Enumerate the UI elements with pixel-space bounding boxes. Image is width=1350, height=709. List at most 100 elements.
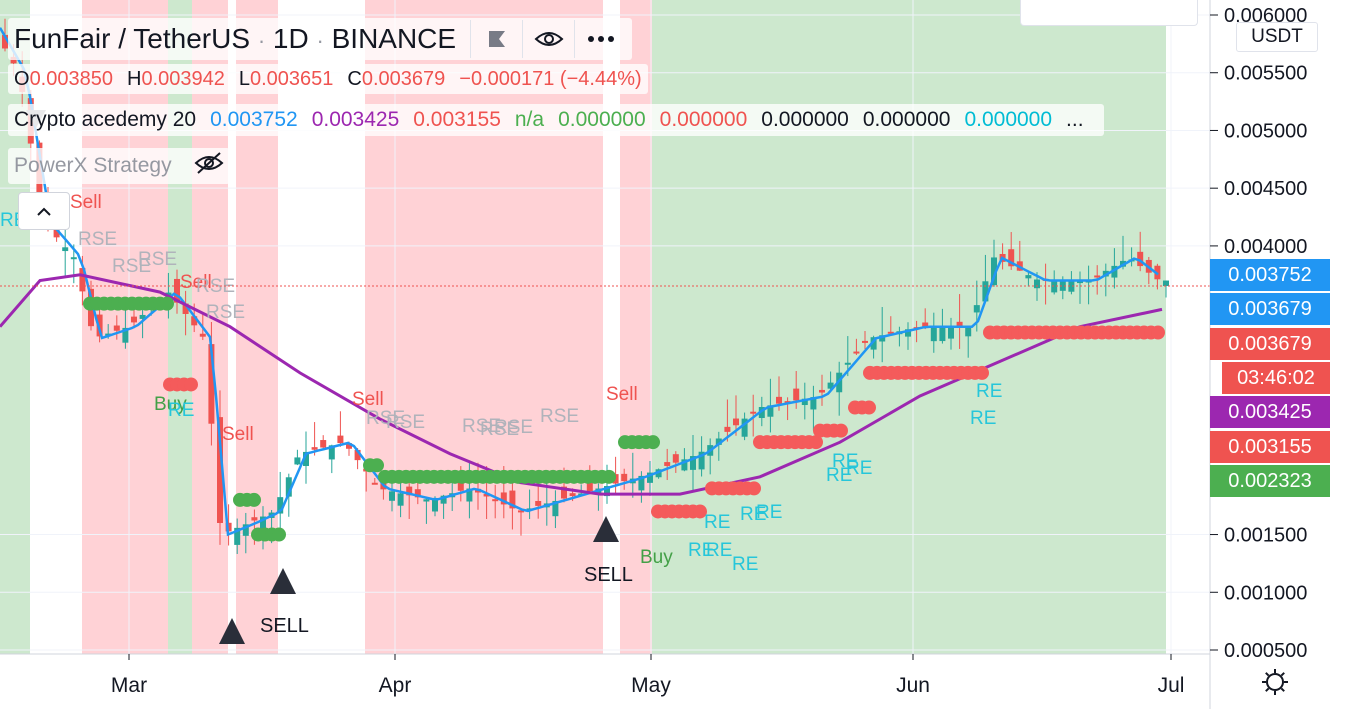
- sell-signal-label: Sell: [352, 389, 384, 410]
- strategy-legend[interactable]: PowerX Strategy: [8, 148, 230, 184]
- candle-body: [432, 498, 438, 512]
- candle-body: [1111, 265, 1118, 278]
- candle-body: [277, 497, 284, 514]
- candle-body: [939, 326, 946, 342]
- candle-body: [956, 321, 963, 327]
- rse-label: RSE: [480, 419, 519, 440]
- candle-body: [827, 382, 834, 389]
- close-value: 0.003679: [361, 67, 446, 90]
- indicator-value-2: 0.003155: [413, 108, 501, 131]
- candle-body: [234, 527, 241, 545]
- green-level-price-label: 0.002323: [1210, 465, 1330, 497]
- candle-body: [346, 443, 352, 449]
- rse-label: RSE: [366, 408, 405, 429]
- candle-body: [96, 314, 103, 337]
- high-value: 0.003942: [141, 67, 225, 90]
- collapse-legend-button[interactable]: [18, 192, 70, 230]
- candle-body: [621, 473, 628, 482]
- flag-icon[interactable]: [470, 20, 522, 58]
- candle-body: [131, 316, 137, 323]
- candle-body: [879, 335, 886, 342]
- candle-body: [862, 340, 868, 343]
- last-close-price-label: 0.003679: [1210, 293, 1330, 325]
- candle-body: [328, 445, 335, 460]
- currency-badge[interactable]: USDT: [1236, 22, 1318, 52]
- ma-purple-price-label: 0.003425: [1210, 396, 1330, 428]
- re-label: RE: [846, 458, 872, 479]
- time-tick-label: Mar: [111, 674, 147, 697]
- countdown-label: 03:46:02: [1222, 362, 1330, 394]
- candle-body: [440, 495, 447, 504]
- candle-body: [819, 389, 825, 393]
- indicator-legend[interactable]: Crypto acedemy 20 0.003752 0.003425 0.0031…: [8, 104, 1104, 136]
- candle-body: [991, 257, 997, 286]
- candle-body: [569, 493, 576, 496]
- indicator-value-7: 0.000000: [862, 108, 951, 131]
- candle-body: [793, 388, 800, 401]
- candle-body: [664, 462, 671, 466]
- rse-label: RSE: [112, 256, 151, 277]
- candle-body: [105, 333, 112, 336]
- red-stop-dot: [862, 400, 876, 415]
- green-stop-dot: [272, 527, 286, 542]
- candle-body: [801, 398, 808, 406]
- candle-body: [1025, 275, 1032, 279]
- low-label: L: [238, 67, 250, 90]
- green-stop-dot: [160, 296, 174, 311]
- sell-arrow-icon: [270, 568, 296, 594]
- rse-label: RSE: [138, 249, 177, 270]
- candle-body: [251, 517, 258, 521]
- candle-body: [973, 305, 980, 313]
- green-stop-dot: [602, 469, 616, 484]
- candle-body: [1137, 251, 1144, 267]
- re-label: RE: [732, 554, 758, 575]
- candle-body: [406, 486, 413, 496]
- candle-body: [311, 447, 318, 450]
- strategy-name[interactable]: PowerX Strategy: [14, 154, 172, 177]
- signal-zone-2: [168, 0, 192, 654]
- indicator-more[interactable]: ...: [1066, 108, 1084, 131]
- red-stop-dot: [184, 377, 198, 392]
- candle-body: [1163, 280, 1169, 287]
- rse-label: RSE: [494, 417, 533, 438]
- candle-body: [930, 326, 937, 342]
- candle-body: [724, 426, 731, 432]
- indicator-value-4: 0.000000: [558, 108, 646, 131]
- candle-body: [690, 456, 696, 470]
- candle-body: [466, 488, 473, 502]
- low-value: 0.003651: [249, 67, 334, 90]
- close-label: C: [347, 67, 362, 90]
- candle-body: [354, 449, 361, 461]
- chevron-up-icon: [37, 207, 51, 216]
- time-tick-label: Jul: [1158, 674, 1185, 697]
- signal-zone-5: [365, 0, 603, 654]
- symbol-title[interactable]: FunFair / TetherUS · 1D · BINANCE: [14, 23, 457, 54]
- more-options-icon[interactable]: [574, 20, 626, 58]
- candle-body: [586, 480, 593, 492]
- red-stop-dot: [834, 423, 848, 438]
- candle-body: [483, 493, 490, 497]
- green-stop-dot: [247, 492, 261, 507]
- re-label: RE: [756, 502, 782, 523]
- candle-body: [647, 472, 653, 483]
- candle-body: [113, 325, 120, 331]
- re-label: RE: [704, 512, 730, 533]
- hidden-eye-icon[interactable]: [194, 151, 224, 181]
- time-tick-label: Apr: [379, 674, 412, 697]
- candle-body: [79, 268, 86, 292]
- candle-body: [535, 500, 542, 506]
- indicator-name[interactable]: Crypto acedemy 20: [14, 108, 197, 131]
- candle-body: [750, 411, 757, 414]
- price-tick-label: 0.004500: [1224, 178, 1307, 200]
- red-stop-dot: [747, 481, 761, 496]
- candle-body: [776, 396, 782, 404]
- chart-settings-button[interactable]: [1250, 662, 1300, 702]
- sell-signal-label: Sell: [222, 424, 254, 445]
- eye-icon[interactable]: [522, 20, 574, 58]
- candle-body: [870, 337, 877, 350]
- candle-body: [199, 333, 206, 337]
- candle-body: [509, 490, 516, 509]
- candle-body: [492, 499, 499, 502]
- indicator-value-6: 0.000000: [761, 108, 849, 131]
- sell-arrow-label: SELL: [584, 564, 633, 586]
